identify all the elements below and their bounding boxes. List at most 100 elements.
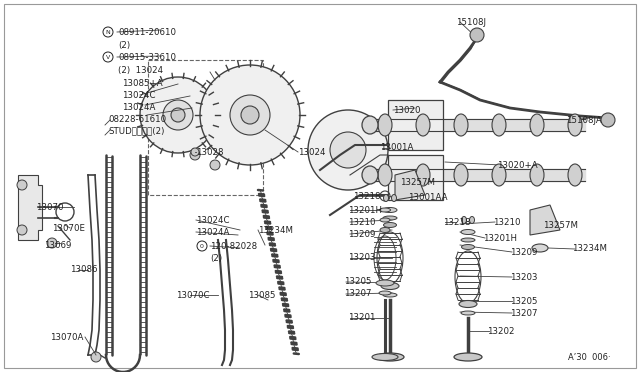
Polygon shape <box>530 205 560 235</box>
Text: 13202: 13202 <box>487 327 515 336</box>
Ellipse shape <box>454 164 468 186</box>
Text: V: V <box>106 55 110 60</box>
Text: 13218: 13218 <box>443 218 470 227</box>
Text: 13070: 13070 <box>36 202 63 212</box>
Text: 13210: 13210 <box>493 218 520 227</box>
Text: 13207: 13207 <box>344 289 371 298</box>
Text: 13207: 13207 <box>510 308 538 317</box>
Text: 08228-61610: 08228-61610 <box>108 115 166 124</box>
Text: 13201H: 13201H <box>483 234 517 243</box>
Ellipse shape <box>530 114 544 136</box>
Ellipse shape <box>492 164 506 186</box>
Text: 13069: 13069 <box>44 241 72 250</box>
Ellipse shape <box>461 244 474 250</box>
Text: 13218: 13218 <box>353 192 381 201</box>
Ellipse shape <box>454 353 482 361</box>
Circle shape <box>17 225 27 235</box>
Circle shape <box>330 132 366 168</box>
Ellipse shape <box>568 114 582 136</box>
Text: 13234M: 13234M <box>572 244 607 253</box>
Ellipse shape <box>383 293 397 297</box>
Text: 13028: 13028 <box>196 148 223 157</box>
Text: 0: 0 <box>200 244 204 248</box>
Ellipse shape <box>461 217 467 224</box>
Text: 13201: 13201 <box>348 314 376 323</box>
Circle shape <box>171 108 185 122</box>
Circle shape <box>210 160 220 170</box>
Circle shape <box>241 106 259 124</box>
Ellipse shape <box>530 164 544 186</box>
Ellipse shape <box>532 244 548 252</box>
Text: 13020: 13020 <box>393 106 420 115</box>
Text: 13024C: 13024C <box>122 90 156 99</box>
Ellipse shape <box>492 114 506 136</box>
Ellipse shape <box>378 164 392 186</box>
Ellipse shape <box>378 114 392 136</box>
Text: 13024: 13024 <box>298 148 326 157</box>
Text: 13257M: 13257M <box>400 177 435 186</box>
Ellipse shape <box>376 280 394 286</box>
Text: 13085+A: 13085+A <box>122 78 163 87</box>
Text: 13205: 13205 <box>510 296 538 305</box>
Text: 13024A: 13024A <box>122 103 156 112</box>
Text: STUDスタッド(2): STUDスタッド(2) <box>108 126 164 135</box>
Ellipse shape <box>383 208 397 212</box>
Circle shape <box>190 150 200 160</box>
Ellipse shape <box>362 116 378 134</box>
Text: 15108J: 15108J <box>456 17 486 26</box>
Text: (2): (2) <box>210 253 222 263</box>
Circle shape <box>191 148 199 156</box>
Text: (2)  13024: (2) 13024 <box>118 65 163 74</box>
Ellipse shape <box>392 195 397 202</box>
Text: 08911-20610: 08911-20610 <box>118 28 176 36</box>
Text: 13085: 13085 <box>248 291 275 299</box>
Ellipse shape <box>380 228 390 232</box>
Circle shape <box>230 95 270 135</box>
Text: 13210: 13210 <box>348 218 376 227</box>
Circle shape <box>200 65 300 165</box>
Circle shape <box>91 352 101 362</box>
Ellipse shape <box>461 311 475 315</box>
Text: 13024C: 13024C <box>196 215 230 224</box>
Ellipse shape <box>459 301 477 308</box>
Ellipse shape <box>454 114 468 136</box>
Text: 13070E: 13070E <box>52 224 85 232</box>
Ellipse shape <box>372 353 398 360</box>
Polygon shape <box>18 175 42 240</box>
Text: 13203: 13203 <box>510 273 538 282</box>
Text: (2): (2) <box>118 41 130 49</box>
Ellipse shape <box>380 208 390 212</box>
Text: 13001AA: 13001AA <box>408 192 447 202</box>
Text: 13205: 13205 <box>344 278 371 286</box>
Ellipse shape <box>381 282 399 289</box>
Text: N: N <box>106 29 110 35</box>
Text: 120-82028: 120-82028 <box>210 241 257 250</box>
Text: 08915-33610: 08915-33610 <box>118 52 176 61</box>
Ellipse shape <box>416 164 430 186</box>
Ellipse shape <box>380 218 390 222</box>
Text: 13257M: 13257M <box>543 221 578 230</box>
Circle shape <box>17 180 27 190</box>
Text: 13201H: 13201H <box>348 205 382 215</box>
Text: 13020+A: 13020+A <box>497 160 538 170</box>
Circle shape <box>308 110 388 190</box>
Text: 13024A: 13024A <box>196 228 229 237</box>
Ellipse shape <box>383 216 397 220</box>
Text: 13070A: 13070A <box>50 333 83 341</box>
FancyBboxPatch shape <box>388 155 443 200</box>
Ellipse shape <box>362 166 378 184</box>
Ellipse shape <box>379 291 391 295</box>
Ellipse shape <box>416 114 430 136</box>
Circle shape <box>140 77 216 153</box>
Circle shape <box>47 238 57 248</box>
Text: A’30  006·: A’30 006· <box>568 353 611 362</box>
Text: 13203: 13203 <box>348 253 376 263</box>
Text: 13209: 13209 <box>510 247 538 257</box>
Text: 15108JA: 15108JA <box>566 115 602 125</box>
Polygon shape <box>395 170 425 200</box>
Text: 13234M: 13234M <box>258 225 293 234</box>
Ellipse shape <box>383 195 388 202</box>
Text: 13086: 13086 <box>70 266 97 275</box>
FancyBboxPatch shape <box>388 100 443 150</box>
Circle shape <box>470 28 484 42</box>
